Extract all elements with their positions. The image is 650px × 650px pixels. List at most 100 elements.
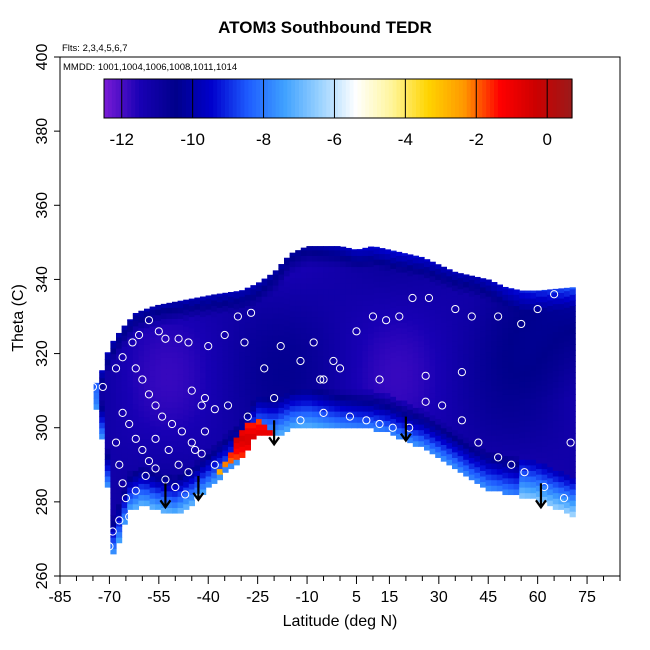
field-cell <box>463 453 470 460</box>
field-cell <box>272 323 279 331</box>
field-cell <box>172 396 179 403</box>
field-cell <box>390 379 397 386</box>
colorbar-swatch <box>404 79 409 118</box>
field-cell <box>424 272 431 279</box>
field-cell <box>446 409 453 416</box>
field-cell <box>256 351 263 358</box>
field-cell <box>188 316 195 323</box>
field-cell <box>256 301 263 308</box>
field-cell <box>244 355 251 362</box>
field-cell <box>306 305 313 312</box>
field-cell <box>222 377 229 384</box>
field-cell <box>424 277 431 284</box>
field-cell <box>384 381 391 388</box>
field-cell <box>116 370 123 377</box>
field-cell <box>530 398 537 405</box>
field-cell <box>552 348 559 355</box>
field-cell <box>463 425 470 433</box>
field-cell <box>541 496 548 503</box>
colorbar-swatch <box>146 79 152 118</box>
field-cell <box>211 422 218 429</box>
field-cell <box>172 385 179 392</box>
field-cell <box>474 294 481 301</box>
field-cell <box>172 362 179 369</box>
field-cell <box>216 457 223 464</box>
field-cell <box>144 427 151 434</box>
field-cell <box>183 314 190 321</box>
field-cell <box>205 364 212 371</box>
field-cell <box>418 424 425 431</box>
field-cell <box>334 394 341 401</box>
field-cell <box>429 381 436 388</box>
field-cell <box>496 323 503 331</box>
field-cell <box>485 290 492 297</box>
field-cell <box>530 359 537 366</box>
field-cell <box>390 279 397 286</box>
field-cell <box>452 451 459 458</box>
field-cell <box>356 305 363 312</box>
field-cell <box>558 309 565 316</box>
field-cell <box>457 333 464 340</box>
field-cell <box>116 342 123 349</box>
field-cell <box>513 416 520 423</box>
field-cell <box>166 429 173 436</box>
field-cell <box>457 444 464 451</box>
field-cell <box>138 466 145 473</box>
field-cell <box>194 309 201 316</box>
field-cell <box>368 349 375 357</box>
field-cell <box>183 359 190 366</box>
field-cell <box>306 272 313 279</box>
field-cell <box>390 357 397 364</box>
field-cell <box>166 329 173 336</box>
field-cell <box>569 444 576 451</box>
field-cell <box>485 329 492 336</box>
field-cell <box>328 355 335 362</box>
field-cell <box>200 455 207 462</box>
field-cell <box>188 461 195 468</box>
field-cell <box>345 366 352 373</box>
field-cell <box>110 348 117 355</box>
field-cell <box>384 353 391 360</box>
field-cell <box>317 277 324 284</box>
field-cell <box>116 459 123 466</box>
field-cell <box>211 449 218 457</box>
field-cell <box>558 470 565 477</box>
field-cell <box>104 453 111 460</box>
field-cell <box>127 386 134 394</box>
field-cell <box>401 327 408 334</box>
field-cell <box>278 335 285 342</box>
field-cell <box>216 429 223 436</box>
field-cell <box>216 312 223 319</box>
field-cell <box>485 357 492 364</box>
field-cell <box>407 342 414 349</box>
field-cell <box>463 286 470 293</box>
field-cell <box>233 375 240 382</box>
field-cell <box>446 359 453 366</box>
field-cell <box>211 405 218 412</box>
field-cell <box>424 355 431 362</box>
field-cell <box>390 385 397 392</box>
field-cell <box>558 336 565 344</box>
field-cell <box>149 370 156 377</box>
field-cell <box>452 312 459 319</box>
field-cell <box>306 349 313 357</box>
field-cell <box>569 466 576 473</box>
field-cell <box>457 427 464 434</box>
field-cell <box>407 320 414 327</box>
field-cell <box>474 427 481 434</box>
field-cell <box>334 249 341 256</box>
field-cell <box>468 412 475 420</box>
field-cell <box>452 318 459 325</box>
field-cell <box>435 279 442 286</box>
field-cell <box>429 353 436 360</box>
field-cell <box>524 425 531 433</box>
colorbar-swatch <box>556 79 561 118</box>
field-cell <box>513 444 520 451</box>
field-cell <box>474 466 481 473</box>
field-cell <box>172 401 179 408</box>
field-cell <box>166 496 173 503</box>
field-cell <box>272 312 279 319</box>
field-cell <box>300 399 307 407</box>
field-cell <box>144 438 151 445</box>
field-cell <box>463 414 470 421</box>
